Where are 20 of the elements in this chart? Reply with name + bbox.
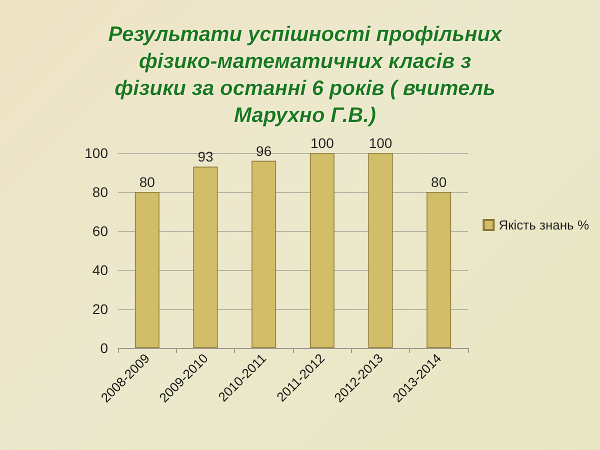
y-tick-label: 0 bbox=[100, 340, 108, 356]
y-tick-label: 20 bbox=[92, 301, 108, 317]
y-tick-label: 100 bbox=[84, 145, 108, 161]
chart-title: Результати успішності профільних фізико-математичних класів з фізики за останні 6 років ( вчитель Марухно Г.В.) bbox=[108, 23, 504, 127]
y-tick-label: 80 bbox=[92, 184, 108, 200]
y-tick-label: 60 bbox=[92, 223, 108, 239]
bar bbox=[426, 192, 452, 348]
bar bbox=[193, 166, 218, 348]
bar bbox=[134, 192, 160, 348]
y-tick-label: 40 bbox=[92, 262, 108, 278]
data-label: 96 bbox=[256, 142, 272, 159]
data-label: 80 bbox=[431, 174, 447, 190]
data-label: 80 bbox=[139, 174, 156, 190]
data-label: 93 bbox=[198, 148, 214, 165]
bar bbox=[252, 160, 276, 348]
bar bbox=[310, 153, 334, 348]
bar bbox=[368, 153, 393, 348]
data-label: 100 bbox=[310, 135, 334, 151]
data-label: 100 bbox=[368, 135, 392, 151]
legend-label: Якість знань % bbox=[498, 218, 590, 232]
